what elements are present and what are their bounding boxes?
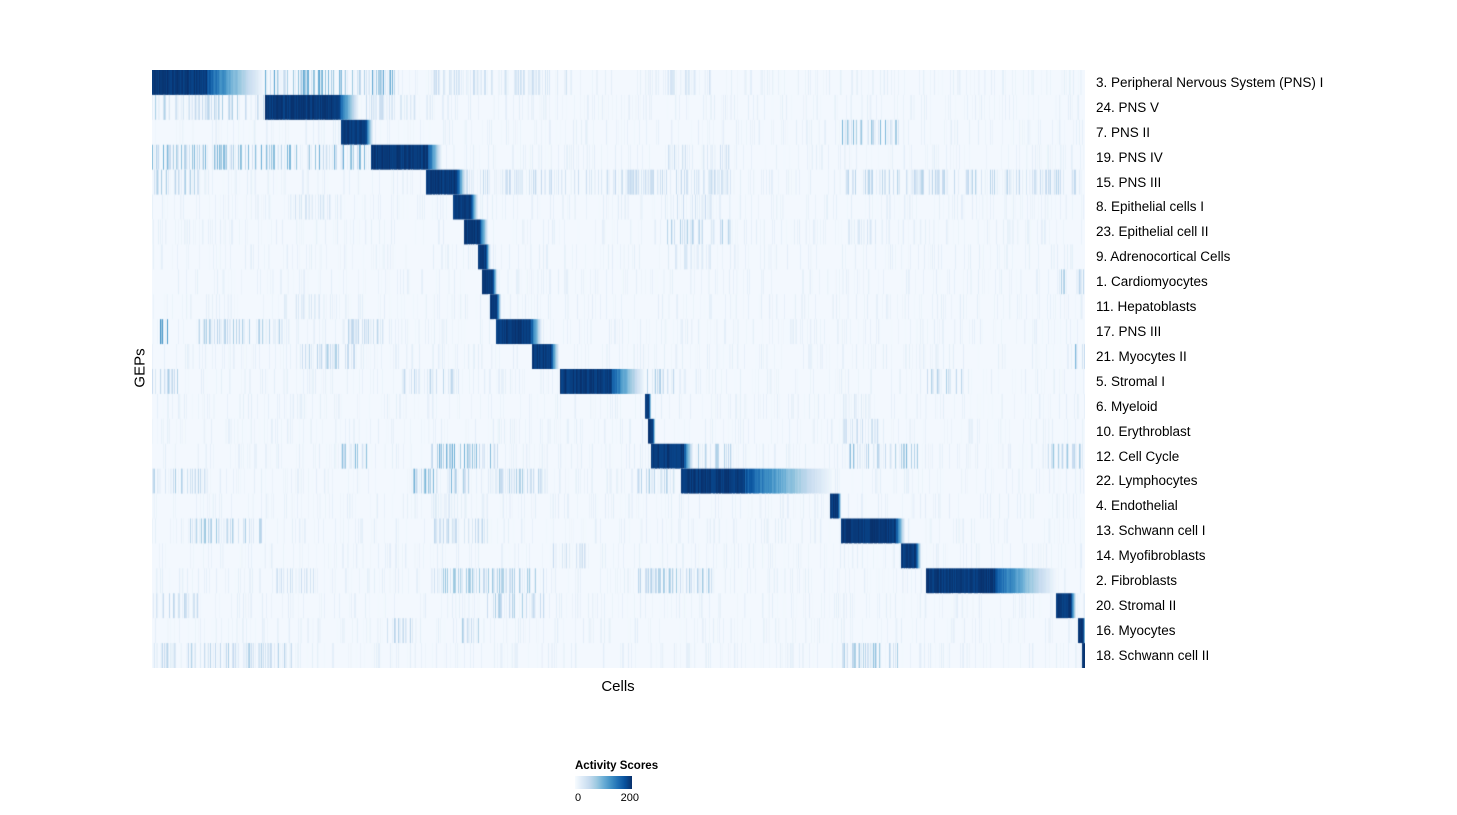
legend-ticks: 0 200: [575, 792, 639, 804]
row-label: 8. Epithelial cells I: [1096, 199, 1205, 215]
row-label: 13. Schwann cell I: [1096, 523, 1206, 539]
row-label: 7. PNS II: [1096, 124, 1151, 140]
row-label: 6. Myeloid: [1096, 398, 1158, 414]
row-label: 24. PNS V: [1096, 99, 1160, 115]
row-label: 16. Myocytes: [1096, 622, 1176, 638]
row-label: 3. Peripheral Nervous System (PNS) I: [1096, 74, 1324, 90]
x-axis-label: Cells: [601, 678, 635, 695]
row-label: 14. Myofibroblasts: [1096, 548, 1206, 564]
row-label: 17. PNS III: [1096, 324, 1162, 340]
row-label: 15. PNS III: [1096, 174, 1162, 190]
legend-gradient-bar: [575, 776, 632, 789]
heatmap-canvas: [152, 70, 1085, 668]
row-label: 12. Cell Cycle: [1096, 448, 1180, 464]
row-label: 9. Adrenocortical Cells: [1096, 249, 1231, 265]
row-label: 4. Endothelial: [1096, 498, 1178, 514]
row-label: 5. Stromal I: [1096, 373, 1166, 389]
row-label: 2. Fibroblasts: [1096, 573, 1178, 589]
row-label: 18. Schwann cell II: [1096, 647, 1210, 663]
row-label: 23. Epithelial cell II: [1096, 224, 1209, 240]
row-labels: 3. Peripheral Nervous System (PNS) I 24. …: [1096, 70, 1323, 668]
row-label: 10. Erythroblast: [1096, 423, 1191, 439]
y-axis-label: GEPs: [131, 348, 149, 388]
legend: Activity Scores 0 200: [575, 760, 658, 804]
row-label: 1. Cardiomyocytes: [1096, 274, 1208, 290]
legend-title: Activity Scores: [575, 760, 659, 772]
row-label: 21. Myocytes II: [1096, 348, 1187, 364]
legend-min-label: 0: [575, 792, 582, 804]
row-label: 22. Lymphocytes: [1096, 473, 1198, 489]
legend-max-label: 200: [620, 792, 639, 804]
row-label: 19. PNS IV: [1096, 149, 1163, 165]
row-label: 11. Hepatoblasts: [1096, 299, 1197, 315]
row-label: 20. Stromal II: [1096, 597, 1177, 613]
